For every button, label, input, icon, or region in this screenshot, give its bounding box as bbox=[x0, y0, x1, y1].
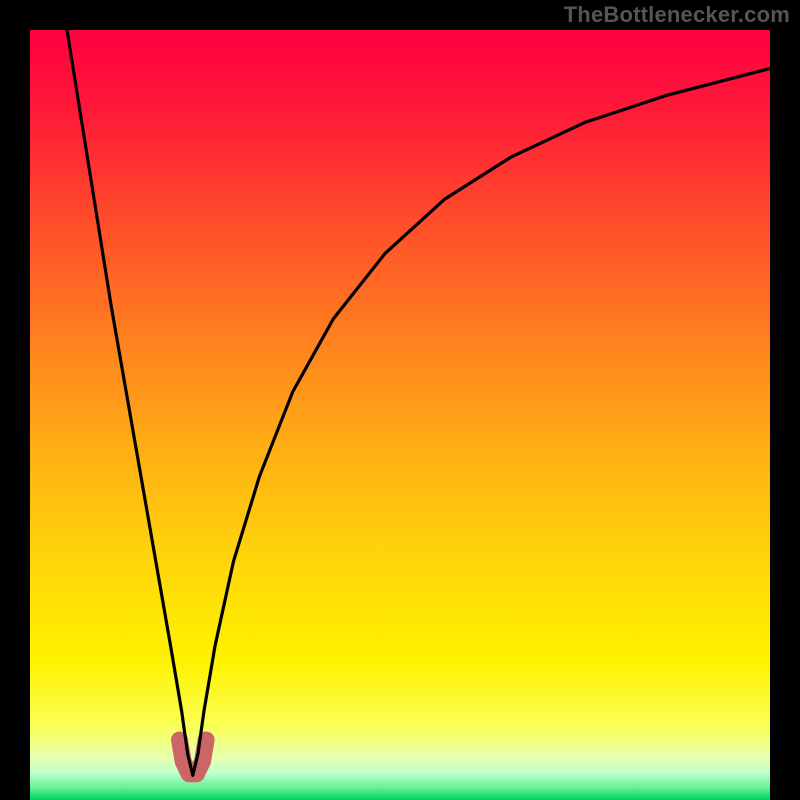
heat-gradient-plot-area bbox=[30, 30, 770, 800]
chart-container: TheBottlenecker.com bbox=[0, 0, 800, 800]
bottleneck-curve-chart bbox=[0, 0, 800, 800]
watermark-text: TheBottlenecker.com bbox=[564, 2, 790, 28]
